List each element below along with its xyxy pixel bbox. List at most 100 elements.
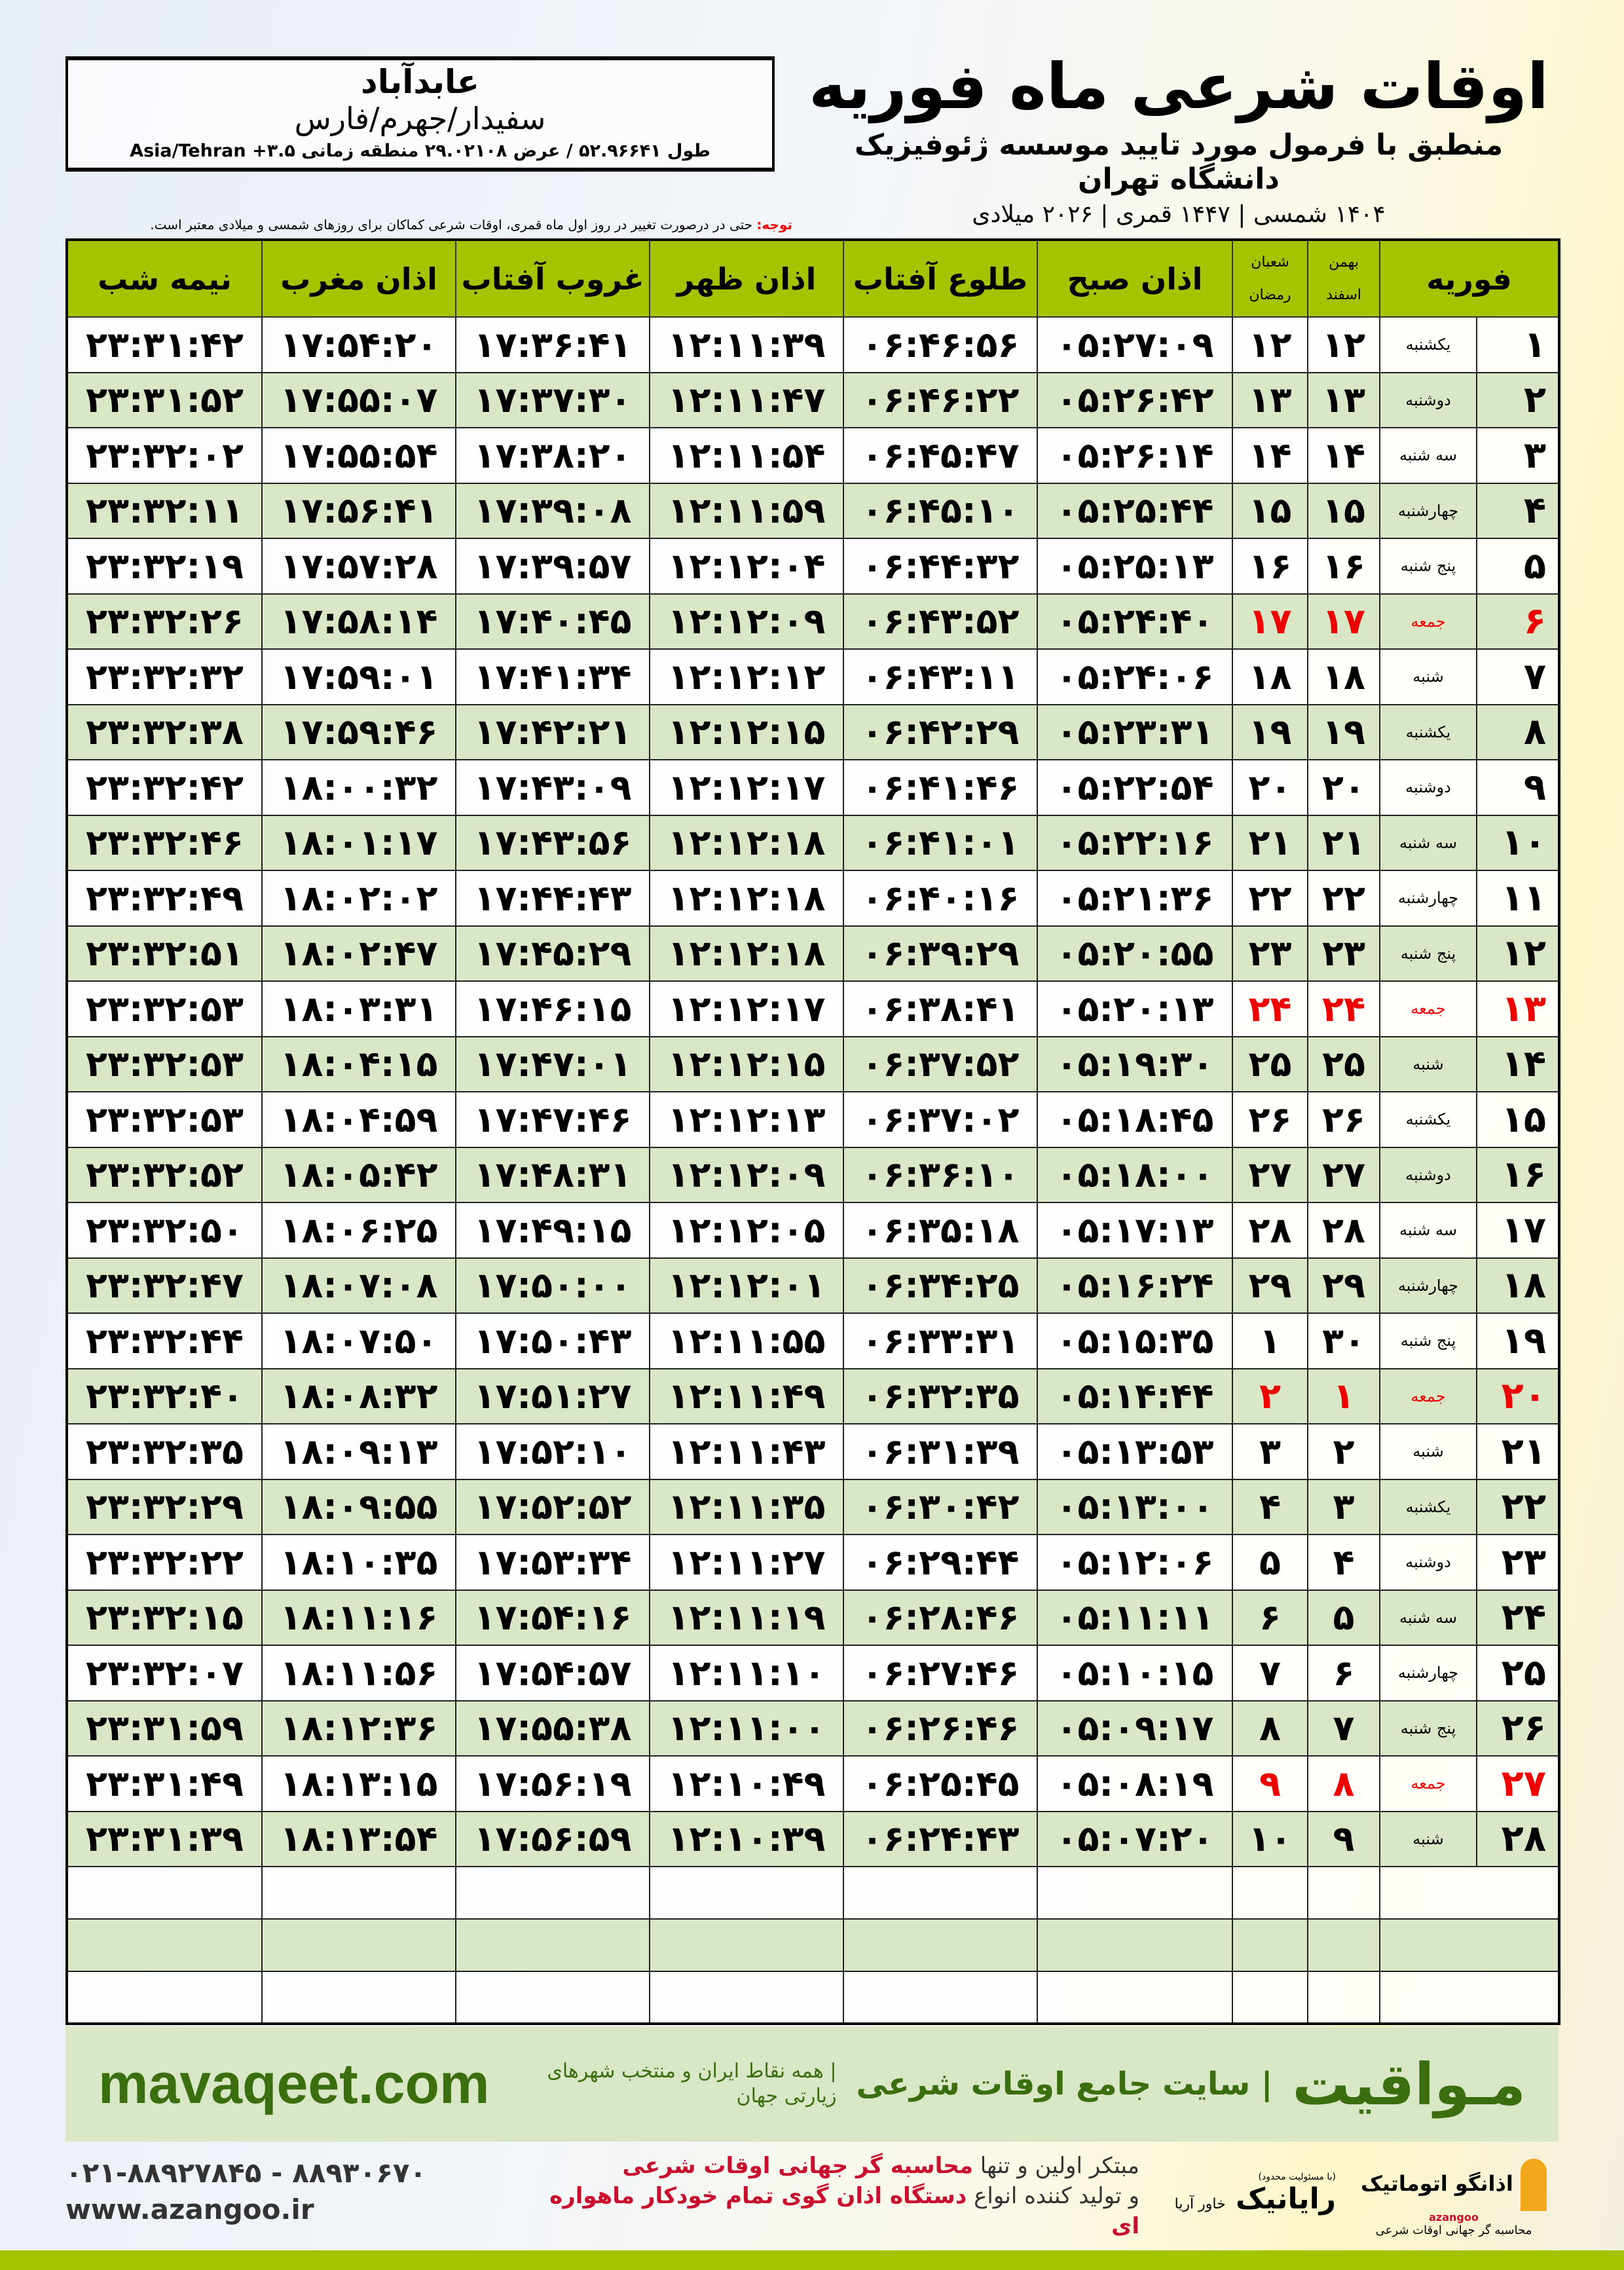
shamsi-day: ۱۸ <box>1307 648 1380 705</box>
mavaqeet-banner: مـواقیت | سایت جامع اوقات شرعی | همه نقا… <box>65 2026 1559 2142</box>
qamari-day: ۱۳ <box>1232 371 1308 428</box>
day-number: ۱۲ <box>1476 925 1560 982</box>
sunset-time: ۱۷:۵۶:۵۹ <box>455 1810 650 1867</box>
shamsi-day: ۲۷ <box>1307 1146 1380 1203</box>
weekday: دوشنبه <box>1379 759 1477 816</box>
empty-cell <box>1232 1918 1308 1972</box>
sunset-time: ۱۷:۴۳:۵۶ <box>455 814 650 871</box>
dhuhr-time: ۱۲:۱۱:۴۹ <box>649 1368 844 1424</box>
website-link[interactable]: mavaqeet.com <box>98 2052 490 2115</box>
qamari-day: ۱۴ <box>1232 427 1308 484</box>
day-number: ۱۴ <box>1476 1035 1560 1092</box>
fajr-time: ۰۵:۲۰:۵۵ <box>1037 925 1233 982</box>
day-number: ۱ <box>1476 316 1560 373</box>
dhuhr-time: ۱۲:۱۱:۵۹ <box>649 482 844 539</box>
dhuhr-time: ۱۲:۱۱:۱۰ <box>649 1645 844 1702</box>
header-shamsi: بهمن اسفند <box>1307 239 1380 318</box>
day-number: ۱۷ <box>1476 1202 1560 1259</box>
weekday: یکشنبه <box>1379 316 1477 373</box>
qamari-day: ۶ <box>1232 1589 1308 1646</box>
weekday: سه شنبه <box>1379 427 1477 484</box>
azangoo-logo: اذانگو اتوماتیک azangoo محاسبه گر جهانی … <box>1349 2159 1559 2237</box>
dhuhr-time: ۱۲:۱۱:۵۴ <box>649 427 844 484</box>
shamsi-day: ۲۵ <box>1307 1035 1380 1092</box>
sunrise-time: ۰۶:۳۵:۱۸ <box>843 1202 1038 1259</box>
shamsi-day: ۱۲ <box>1307 316 1380 373</box>
midnight-time: ۲۳:۳۱:۴۹ <box>66 1755 263 1812</box>
midnight-time: ۲۳:۳۲:۱۹ <box>66 538 263 595</box>
empty-row <box>66 1918 1560 1972</box>
maghrib-time: ۱۸:۱۰:۳۵ <box>261 1534 456 1591</box>
prayer-times-table: فوریه بهمن اسفند شعبان رمضان اذان صبح طلوع… <box>65 238 1560 2025</box>
maghrib-time: ۱۸:۱۱:۱۶ <box>261 1589 456 1646</box>
dhuhr-time: ۱۲:۱۱:۴۷ <box>649 371 844 428</box>
dhuhr-time: ۱۲:۱۲:۱۸ <box>649 925 844 982</box>
qamari-day: ۹ <box>1232 1755 1308 1812</box>
day-number: ۳ <box>1476 427 1560 484</box>
shamsi-day: ۴ <box>1307 1534 1380 1591</box>
weekday: سه شنبه <box>1379 1589 1477 1646</box>
weekday: چهارشنبه <box>1379 1257 1477 1314</box>
fajr-time: ۰۵:۰۸:۱۹ <box>1037 1755 1233 1812</box>
maghrib-time: ۱۸:۰۴:۱۵ <box>261 1035 456 1092</box>
table-row: ۲۳ دوشنبه ۴ ۵ ۰۵:۱۲:۰۶ ۰۶:۲۹:۴۴ ۱۲:۱۱:۲۷ ۱۷:۵۳:… <box>66 1534 1560 1591</box>
day-number: ۱۶ <box>1476 1146 1560 1203</box>
table-row: ۱۰ سه شنبه ۲۱ ۲۱ ۰۵:۲۲:۱۶ ۰۶:۴۱:۰۱ ۱۲:۱۲:۱۸ ۱۷:… <box>66 814 1560 871</box>
sunrise-time: ۰۶:۴۶:۵۶ <box>843 316 1038 373</box>
fajr-time: ۰۵:۱۸:۴۵ <box>1037 1091 1233 1148</box>
sunrise-time: ۰۶:۳۱:۳۹ <box>843 1423 1038 1480</box>
empty-cell <box>1379 1918 1560 1972</box>
qamari-day: ۳ <box>1232 1423 1308 1480</box>
sunrise-time: ۰۶:۴۳:۱۱ <box>843 648 1038 705</box>
day-number: ۶ <box>1476 593 1560 650</box>
mosque-dome-icon <box>1521 2159 1547 2211</box>
qamari-day: ۲۰ <box>1232 759 1308 816</box>
maghrib-time: ۱۸:۰۹:۵۵ <box>261 1478 456 1535</box>
day-number: ۲۵ <box>1476 1645 1560 1702</box>
tagline-2b: دستگاه اذان گوی تمام خودکار ماهواره ای <box>549 2183 1139 2239</box>
azangoo-website[interactable]: www.azangoo.ir <box>65 2193 314 2225</box>
table-row: ۵ پنج شنبه ۱۶ ۱۶ ۰۵:۲۵:۱۳ ۰۶:۴۴:۳۲ ۱۲:۱۲:۰۴ ۱۷:… <box>66 538 1560 595</box>
weekday: جمعه <box>1379 980 1477 1037</box>
rayanik-sub: خاور آریا <box>1174 2196 1226 2212</box>
fajr-time: ۰۵:۲۵:۴۴ <box>1037 482 1233 539</box>
fajr-time: ۰۵:۲۷:۰۹ <box>1037 316 1233 373</box>
maghrib-time: ۱۸:۱۳:۵۴ <box>261 1810 456 1867</box>
empty-cell <box>455 1971 650 2024</box>
header-sunset: غروب آفتاب <box>455 239 650 318</box>
sunset-time: ۱۷:۴۶:۱۵ <box>455 980 650 1037</box>
qamari-day: ۸ <box>1232 1700 1308 1757</box>
shamsi-day: ۱۶ <box>1307 538 1380 595</box>
empty-cell <box>1379 1971 1560 2024</box>
dhuhr-time: ۱۲:۱۲:۱۲ <box>649 648 844 705</box>
fajr-time: ۰۵:۱۸:۰۰ <box>1037 1146 1233 1203</box>
weekday: یکشنبه <box>1379 1091 1477 1148</box>
fajr-time: ۰۵:۱۹:۳۰ <box>1037 1035 1233 1092</box>
coordinates: طول ۵۲.۹۶۶۴۱ / عرض ۲۹.۰۲۱۰۸ منطقه زمانی … <box>130 141 710 161</box>
midnight-time: ۲۳:۳۱:۳۹ <box>66 1810 263 1867</box>
sunset-time: ۱۷:۵۵:۳۸ <box>455 1700 650 1757</box>
dhuhr-time: ۱۲:۱۲:۰۹ <box>649 593 844 650</box>
dhuhr-time: ۱۲:۱۰:۳۹ <box>649 1810 844 1867</box>
dhuhr-time: ۱۲:۱۱:۰۰ <box>649 1700 844 1757</box>
sunrise-time: ۰۶:۲۶:۴۶ <box>843 1700 1038 1757</box>
sunrise-time: ۰۶:۴۱:۰۱ <box>843 814 1038 871</box>
sunrise-time: ۰۶:۳۷:۵۲ <box>843 1035 1038 1092</box>
maghrib-time: ۱۸:۰۴:۵۹ <box>261 1091 456 1148</box>
region-name: سفیدار/جهرم/فارس <box>294 101 546 136</box>
notice-text: حتی در درصورت تغییر در روز اول ماه قمری،… <box>150 217 757 233</box>
empty-cell <box>843 1971 1038 2024</box>
table-row: ۱ یکشنبه ۱۲ ۱۲ ۰۵:۲۷:۰۹ ۰۶:۴۶:۵۶ ۱۲:۱۱:۳۹ ۱۷:۳۶… <box>66 316 1560 373</box>
midnight-time: ۲۳:۳۲:۵۱ <box>66 925 263 982</box>
day-number: ۱۸ <box>1476 1257 1560 1314</box>
shamsi-day: ۲۱ <box>1307 814 1380 871</box>
table-row: ۸ یکشنبه ۱۹ ۱۹ ۰۵:۲۳:۳۱ ۰۶:۴۲:۲۹ ۱۲:۱۲:۱۵ ۱۷:۴۲… <box>66 703 1560 760</box>
header-qamari-bottom: رمضان <box>1249 286 1291 303</box>
sunset-time: ۱۷:۵۲:۵۲ <box>455 1478 650 1535</box>
maghrib-time: ۱۸:۰۳:۳۱ <box>261 980 456 1037</box>
shamsi-day: ۱۹ <box>1307 703 1380 760</box>
sunset-time: ۱۷:۵۱:۲۷ <box>455 1368 650 1424</box>
dhuhr-time: ۱۲:۱۱:۲۷ <box>649 1534 844 1591</box>
empty-cell <box>649 1866 844 1920</box>
shamsi-day: ۲۴ <box>1307 980 1380 1037</box>
